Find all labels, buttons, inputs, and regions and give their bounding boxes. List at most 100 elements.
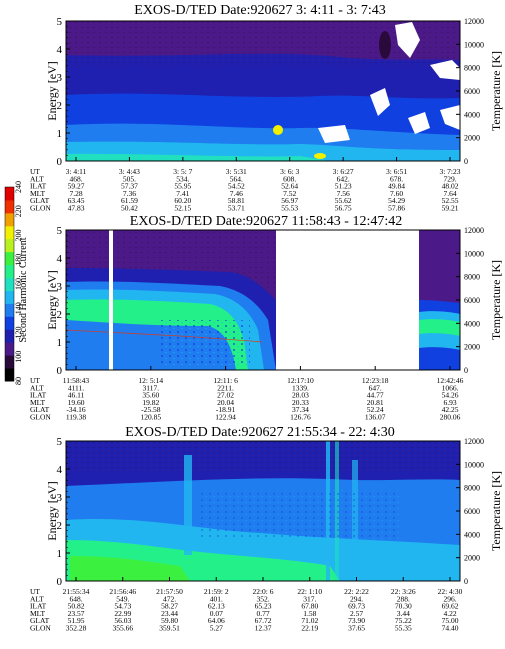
colorbar-tick-label: 100 <box>14 351 23 363</box>
energy-tick-label: 0 <box>57 576 63 588</box>
table-cell-alt: 647. <box>369 383 382 392</box>
table-cell-glon: 55.53 <box>281 204 298 213</box>
temperature-axis-label: Temperature [K] <box>489 51 503 131</box>
panel-3-yellowgreen <box>70 556 190 581</box>
energy-tick-label: 5 <box>57 225 63 237</box>
table-cell-ut: 12:23:18 <box>362 376 389 385</box>
energy-tick-label: 3 <box>57 281 63 293</box>
table-cell-glon: 280.06 <box>440 413 461 422</box>
table-row-label: ILAT <box>30 391 47 400</box>
table-cell-glon: 359.51 <box>159 624 180 633</box>
table-cell-ut: 12:11: 6 <box>213 376 238 385</box>
table-cell-alt: 1339. <box>292 383 309 392</box>
colorbar-gradient <box>4 186 15 382</box>
temperature-tick-label: 12000 <box>464 437 484 446</box>
colorbar-swatch <box>5 251 14 266</box>
table-cell-glat: -25.58 <box>141 405 161 414</box>
temperature-tick-label: 8000 <box>464 64 480 73</box>
temperature-axis-label: Temperature [K] <box>489 471 503 551</box>
colorbar-swatch <box>5 199 14 214</box>
colorbar-tick-label: 220 <box>14 205 23 217</box>
table-cell-glon: 37.65 <box>348 624 365 633</box>
panel-1-green-floor <box>66 153 330 161</box>
table-cell-ut: 12:42:46 <box>437 376 464 385</box>
table-cell-alt: 642. <box>337 174 350 183</box>
energy-tick-label: 0 <box>57 365 63 377</box>
table-cell-alt: 1066. <box>442 383 459 392</box>
table-row-label: GLON <box>30 413 51 422</box>
panel-3: EXOS-D/TED Date:920627 21:55:34 - 22: 4:… <box>30 425 503 633</box>
table-cell-ilat: 49.84 <box>388 182 405 191</box>
colorbar-tick-label: 240 <box>14 181 23 193</box>
colorbar-swatch <box>5 225 14 240</box>
table-cell-ilat: 27.02 <box>217 391 234 400</box>
table-cell-glat: 73.90 <box>348 616 365 625</box>
colorbar-tick-label: 140 <box>14 302 23 314</box>
table-cell-glon: 59.21 <box>442 204 459 213</box>
table-row-label: ALT <box>30 383 44 392</box>
colorbar-swatch <box>5 238 14 253</box>
table-cell-alt: 468. <box>69 174 82 183</box>
table-cell-alt: 564. <box>230 174 243 183</box>
table-row-label: MLT <box>30 398 46 407</box>
table-cell-glat: 64.06 <box>208 616 225 625</box>
table-cell-ut: 21:57:50 <box>156 587 183 596</box>
energy-tick-label: 4 <box>57 464 63 476</box>
table-cell-ut: 3: 4:11 <box>66 167 87 176</box>
colorbar-tick-label: 200 <box>14 230 23 242</box>
temperature-tick-label: 12000 <box>464 17 484 26</box>
energy-tick-label: 0 <box>57 156 63 168</box>
table-cell-ut: 11:58:43 <box>63 376 90 385</box>
table-cell-alt: 678. <box>390 174 403 183</box>
table-cell-ilat: 50.82 <box>68 602 85 611</box>
temperature-tick-label: 6000 <box>464 87 480 96</box>
energy-tick-label: 4 <box>57 44 63 56</box>
table-cell-glon: 119.38 <box>66 413 87 422</box>
table-cell-alt: 534. <box>176 174 189 183</box>
table-cell-ilat: 62.13 <box>208 602 225 611</box>
table-cell-glon: 12.37 <box>255 624 272 633</box>
panel-1-title: EXOS-D/TED Date:920627 3: 4:11 - 3: 7:43 <box>134 3 385 18</box>
table-cell-alt: 317. <box>303 594 316 603</box>
temperature-tick-label: 12000 <box>464 226 484 235</box>
temperature-tick-label: 4000 <box>464 530 480 539</box>
colorbar-ticks: 80 100 120 140 160 180 200 220 240 <box>14 181 23 385</box>
colorbar-swatch <box>5 303 14 317</box>
colorbar-label: Second Harmonic Current <box>18 237 29 342</box>
panel-1: EXOS-D/TED Date:920627 3: 4:11 - 3: 7:43… <box>30 3 503 213</box>
table-cell-ut: 22: 3:26 <box>391 587 416 596</box>
energy-tick-label: 2 <box>57 309 63 321</box>
panel-1-gap-b <box>430 60 460 80</box>
energy-tick-label: 2 <box>57 100 63 112</box>
table-cell-mlt: 7.46 <box>230 189 243 198</box>
table-cell-glon: 22.19 <box>301 624 318 633</box>
temperature-tick-label: 0 <box>464 157 468 166</box>
table-row-label: ALT <box>30 174 44 183</box>
table-cell-ut: 22: 2:22 <box>344 587 369 596</box>
table-cell-glat: -34.16 <box>66 405 86 414</box>
table-cell-ilat: 46.11 <box>68 391 85 400</box>
energy-tick-label: 1 <box>57 548 63 560</box>
table-cell-glat: 58.81 <box>228 196 245 205</box>
table-cell-alt: 288. <box>397 594 410 603</box>
table-cell-alt: 4111. <box>68 383 84 392</box>
temperature-tick-label: 6000 <box>464 507 480 516</box>
temperature-tick-label: 10000 <box>464 40 484 49</box>
panel-2-b-green <box>419 319 460 336</box>
table-row-label: UT <box>30 167 40 176</box>
panel-2-axes: 0 1 2 3 4 5 0 2000 4000 6000 8000 10000 12000 Energy … <box>45 225 503 377</box>
table-cell-alt: 294. <box>350 594 363 603</box>
temperature-tick-label: 10000 <box>464 249 484 258</box>
table-cell-ut: 3: 7:23 <box>439 167 460 176</box>
panel-1-gap-a <box>395 22 420 58</box>
panel-1-hotspot-c <box>314 153 326 159</box>
table-cell-glat: 60.20 <box>174 196 191 205</box>
energy-tick-label: 5 <box>57 436 63 448</box>
table-cell-ilat: 54.26 <box>442 391 459 400</box>
panel-2-lower-speckle <box>160 320 250 365</box>
panel-1-gap-c <box>370 88 390 116</box>
table-cell-ilat: 69.62 <box>442 602 459 611</box>
table-cell-glat: 56.03 <box>114 616 131 625</box>
table-cell-mlt: 6.93 <box>443 398 456 407</box>
